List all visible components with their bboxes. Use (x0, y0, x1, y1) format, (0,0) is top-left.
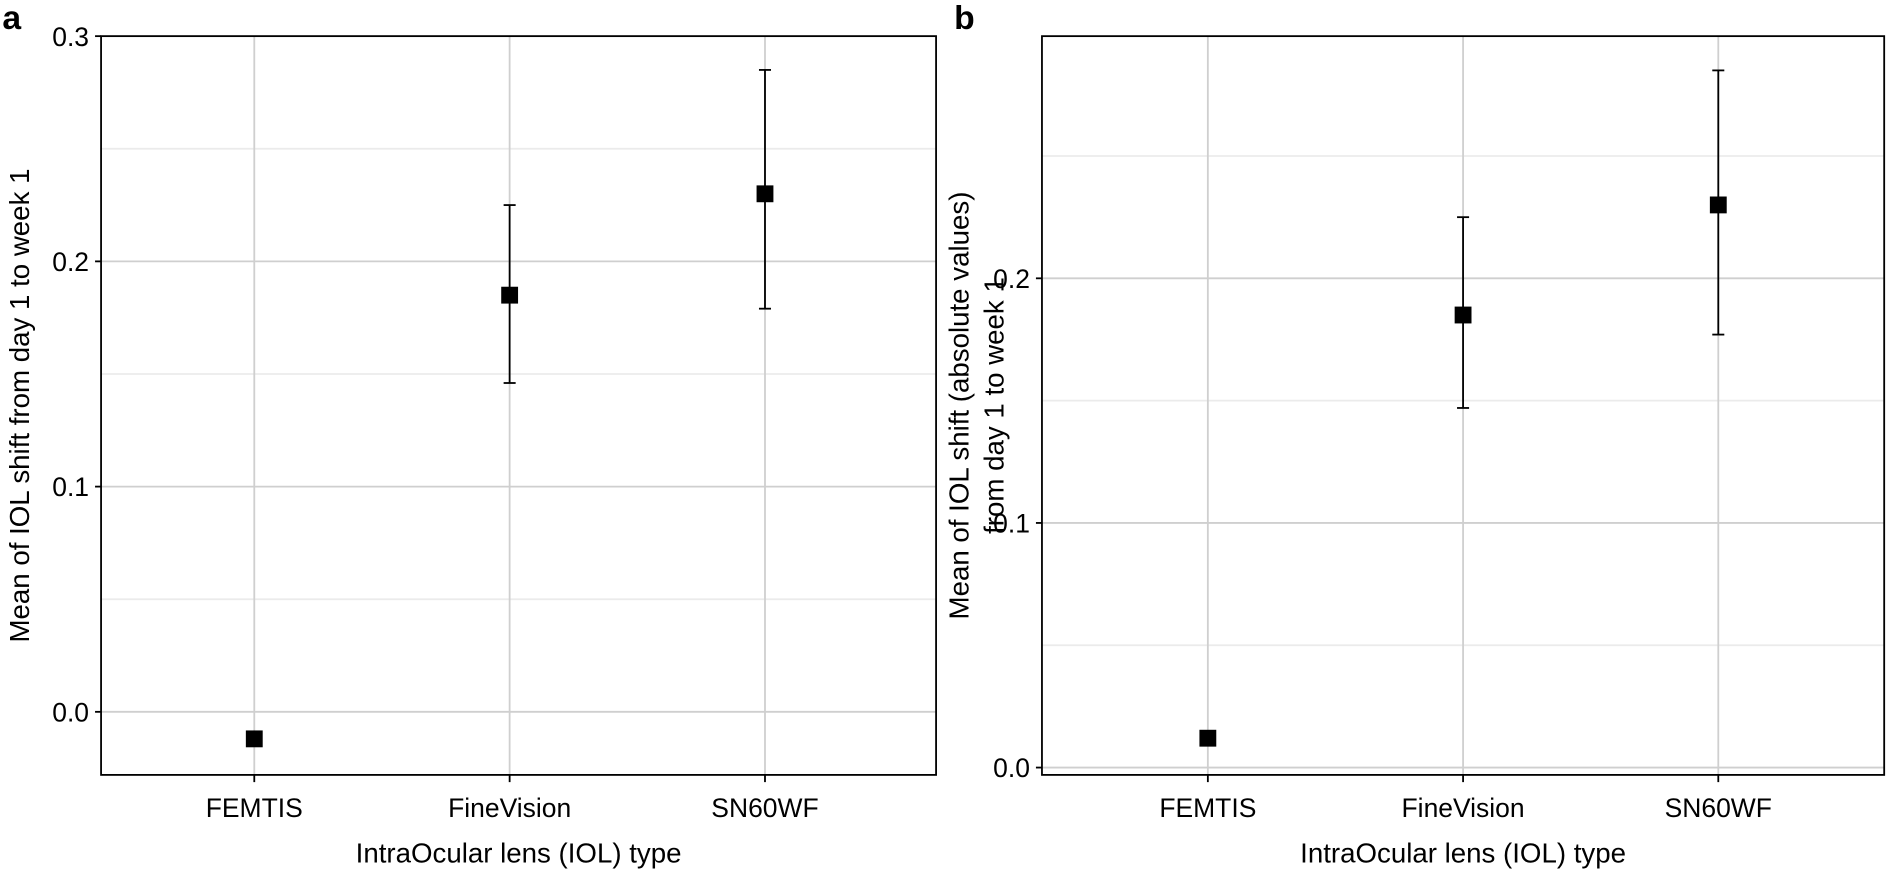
data-point-SN60WF (1709, 196, 1727, 214)
panel-a: 0.0 0.1 0.2 0.3 FEMTIS FineVision SN60WF IntraO… (2, 0, 937, 869)
panel-label: a (2, 0, 21, 37)
y-tick-label: 0.2 (52, 247, 89, 277)
panel-b: 0.0 0.1 0.2 FEMTIS FineVision SN60WF IntraOcul… (944, 0, 1886, 869)
x-tick-label: FineVision (448, 793, 571, 823)
x-tick-label: FineVision (1402, 793, 1525, 823)
x-tick-label: SN60WF (1665, 793, 1772, 823)
y-tick-label: 0.0 (993, 753, 1030, 783)
y-tick-label: 0.1 (993, 509, 1030, 539)
data-point-FineVision (501, 286, 519, 304)
panel-label: b (954, 0, 975, 37)
x-axis-title: IntraOcular lens (IOL) type (356, 838, 682, 869)
x-axis-title: IntraOcular lens (IOL) type (1300, 838, 1626, 869)
y-tick-label: 0.2 (993, 264, 1030, 294)
x-tick-label: FEMTIS (206, 793, 303, 823)
data-point-FEMTIS (245, 730, 263, 748)
y-axis-title: from day 1 to week 1 (978, 277, 1009, 534)
y-axis-title: Mean of IOL shift (absolute values) (944, 192, 975, 620)
x-tick-label: SN60WF (711, 793, 818, 823)
data-point-FineVision (1454, 306, 1472, 324)
plot-frame (100, 35, 937, 776)
y-tick-label: 0.3 (52, 22, 89, 52)
x-tick-label: FEMTIS (1159, 793, 1256, 823)
y-axis-title: Mean of IOL shift from day 1 to week 1 (4, 169, 35, 643)
y-tick-label: 0.1 (52, 472, 89, 502)
data-point-FEMTIS (1199, 729, 1217, 747)
data-point-SN60WF (756, 185, 774, 203)
y-tick-label: 0.0 (52, 697, 89, 727)
